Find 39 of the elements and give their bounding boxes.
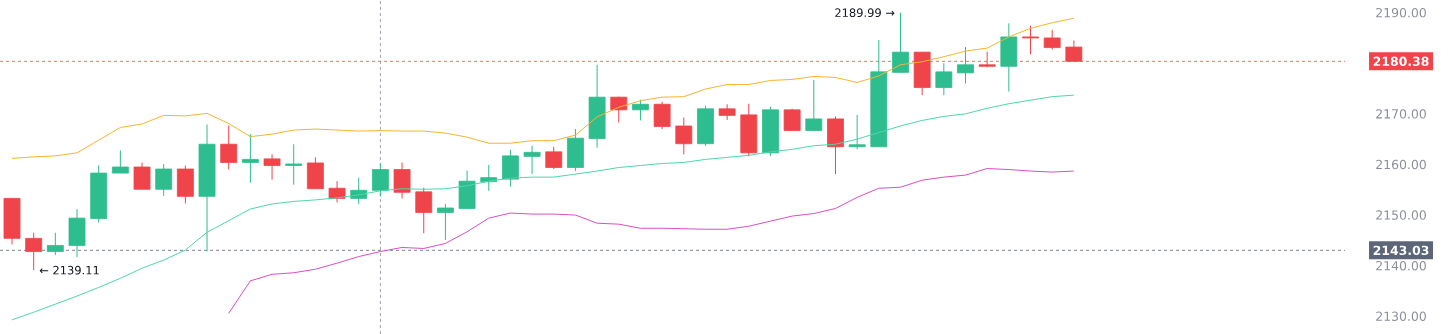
candlestick bbox=[545, 146, 563, 170]
candlestick bbox=[220, 125, 238, 171]
candlestick bbox=[502, 149, 519, 188]
line-series bbox=[11, 17, 1075, 159]
annotation: 2189.99 → bbox=[835, 8, 895, 18]
candlestick bbox=[957, 46, 974, 84]
candlestick bbox=[328, 180, 346, 203]
candlestick bbox=[632, 99, 649, 121]
candlestick bbox=[285, 143, 303, 186]
y-tick-label: 2170.00 bbox=[1376, 109, 1426, 119]
line-series bbox=[11, 94, 1075, 321]
candlestick bbox=[415, 187, 433, 234]
y-tick-label: 2150.00 bbox=[1376, 210, 1426, 220]
y-tick-label: 2140.00 bbox=[1376, 260, 1426, 271]
candlestick bbox=[653, 101, 671, 130]
y-tick-label: 2130.00 bbox=[1376, 311, 1426, 321]
candlestick bbox=[241, 133, 259, 184]
candlestick bbox=[263, 153, 281, 181]
y-tick-label: 2160.00 bbox=[1376, 159, 1426, 170]
candlestick bbox=[848, 114, 866, 150]
candlestick bbox=[46, 232, 64, 256]
candlestick bbox=[393, 161, 411, 199]
candlestick bbox=[436, 203, 454, 241]
candlestick bbox=[523, 145, 541, 175]
candlestick bbox=[675, 116, 693, 155]
ref-line-label: 2143.03 bbox=[1373, 245, 1429, 256]
candlestick bbox=[1022, 25, 1039, 55]
y-tick-label: 2190.00 bbox=[1376, 7, 1426, 18]
candlestick bbox=[718, 103, 736, 121]
candlestick bbox=[155, 163, 173, 197]
candlestick bbox=[935, 62, 953, 96]
candlestick bbox=[1043, 29, 1061, 51]
candlestick bbox=[133, 161, 151, 190]
candlestick bbox=[111, 149, 129, 174]
annotation: ← 2139.11 bbox=[39, 265, 99, 275]
ref-line-label: 2180.38 bbox=[1373, 56, 1429, 67]
candlestick bbox=[371, 162, 389, 197]
line-series bbox=[228, 168, 1075, 314]
candlestick bbox=[805, 79, 823, 132]
